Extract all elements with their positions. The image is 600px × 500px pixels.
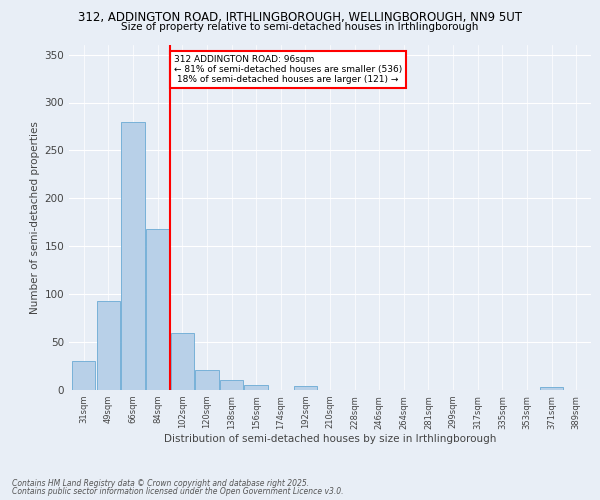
Text: 312, ADDINGTON ROAD, IRTHLINGBOROUGH, WELLINGBOROUGH, NN9 5UT: 312, ADDINGTON ROAD, IRTHLINGBOROUGH, WE… bbox=[78, 11, 522, 24]
Text: Contains HM Land Registry data © Crown copyright and database right 2025.: Contains HM Land Registry data © Crown c… bbox=[12, 478, 309, 488]
Bar bbox=[244, 385, 268, 390]
Bar bbox=[72, 361, 95, 390]
Text: Size of property relative to semi-detached houses in Irthlingborough: Size of property relative to semi-detach… bbox=[121, 22, 479, 32]
Bar bbox=[121, 122, 145, 390]
Bar bbox=[220, 380, 243, 390]
Bar bbox=[293, 386, 317, 390]
Bar bbox=[195, 370, 218, 390]
Text: 312 ADDINGTON ROAD: 96sqm
← 81% of semi-detached houses are smaller (536)
 18% o: 312 ADDINGTON ROAD: 96sqm ← 81% of semi-… bbox=[173, 54, 402, 84]
Y-axis label: Number of semi-detached properties: Number of semi-detached properties bbox=[30, 121, 40, 314]
X-axis label: Distribution of semi-detached houses by size in Irthlingborough: Distribution of semi-detached houses by … bbox=[164, 434, 496, 444]
Bar bbox=[540, 387, 563, 390]
Bar bbox=[97, 301, 120, 390]
Bar bbox=[170, 332, 194, 390]
Bar bbox=[146, 229, 169, 390]
Text: Contains public sector information licensed under the Open Government Licence v3: Contains public sector information licen… bbox=[12, 487, 343, 496]
